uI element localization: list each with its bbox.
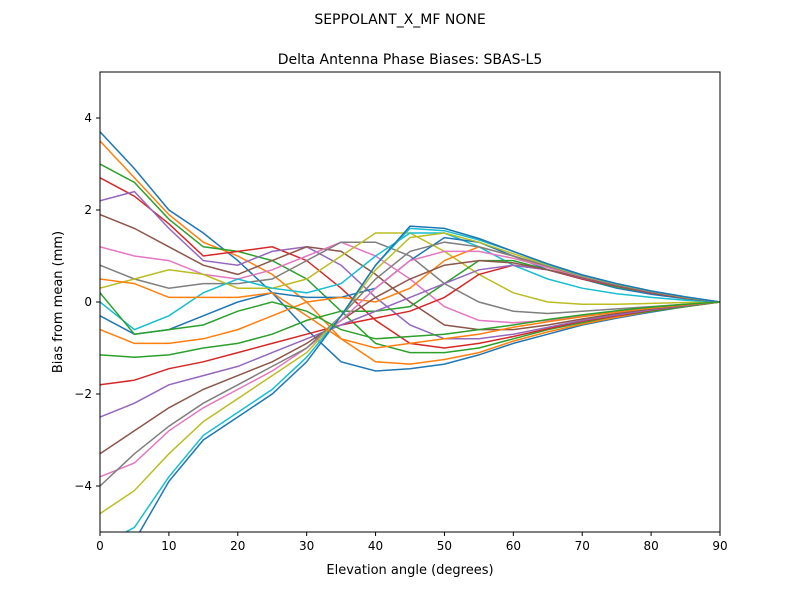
series-line-20 bbox=[124, 227, 720, 532]
series-line-9 bbox=[100, 232, 720, 306]
series-line-4 bbox=[100, 177, 720, 349]
series-line-19 bbox=[100, 232, 720, 515]
series-line-10 bbox=[100, 232, 720, 331]
y-tick-label: −4 bbox=[74, 479, 92, 493]
x-tick-label: 0 bbox=[96, 539, 104, 553]
y-tick-label: 0 bbox=[84, 295, 92, 309]
y-axis-ticks: −4 −2 0 2 4 bbox=[74, 111, 100, 493]
y-tick-label: 4 bbox=[84, 111, 92, 125]
x-tick-label: 20 bbox=[230, 539, 245, 553]
series-line-22 bbox=[100, 278, 720, 349]
y-tick-label: −2 bbox=[74, 387, 92, 401]
x-tick-label: 80 bbox=[643, 539, 658, 553]
x-tick-label: 70 bbox=[575, 539, 590, 553]
chart-title: Delta Antenna Phase Biases: SBAS-L5 bbox=[278, 52, 543, 68]
series-lines bbox=[100, 131, 720, 532]
x-axis-label: Elevation angle (degrees) bbox=[326, 563, 493, 578]
x-tick-label: 30 bbox=[299, 539, 314, 553]
series-line-2 bbox=[100, 140, 720, 365]
series-line-23 bbox=[100, 292, 720, 340]
series-line-13 bbox=[100, 259, 720, 358]
x-tick-label: 10 bbox=[161, 539, 176, 553]
x-tick-label: 90 bbox=[712, 539, 727, 553]
series-line-8 bbox=[100, 241, 720, 315]
series-line-21 bbox=[138, 225, 720, 532]
x-tick-label: 40 bbox=[368, 539, 383, 553]
series-line-5 bbox=[100, 190, 720, 340]
y-tick-label: 2 bbox=[84, 203, 92, 217]
figure-suptitle: SEPPOLANT_X_MF NONE bbox=[314, 12, 485, 28]
series-line-1 bbox=[100, 131, 720, 372]
x-tick-label: 50 bbox=[437, 539, 452, 553]
series-line-6 bbox=[100, 213, 720, 331]
x-axis-ticks: 0 10 20 30 40 50 60 70 80 90 bbox=[96, 532, 728, 553]
x-tick-label: 60 bbox=[506, 539, 521, 553]
y-axis-label: Bias from mean (mm) bbox=[51, 231, 66, 373]
